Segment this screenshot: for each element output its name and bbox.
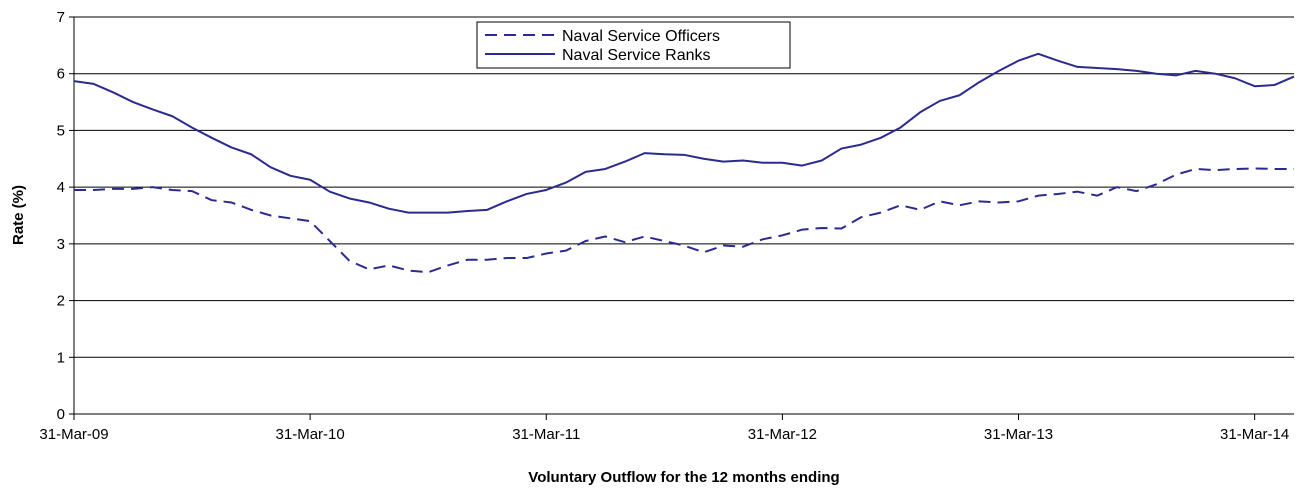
x-tick-label-4: 31-Mar-13: [984, 426, 1053, 443]
x-tick-label-0: 31-Mar-09: [39, 426, 108, 443]
y-tick-label-1: 1: [57, 349, 65, 366]
y-tick-label-0: 0: [57, 406, 65, 423]
y-axis-ticks: 0 1 2 3 4 5 6 7: [57, 9, 74, 423]
y-tick-label-7: 7: [57, 9, 65, 26]
y-axis-title: Rate (%): [10, 185, 27, 245]
x-axis-ticks: 31-Mar-09 31-Mar-10 31-Mar-11 31-Mar-12 31-M…: [39, 414, 1289, 443]
x-tick-label-5: 31-Mar-14: [1220, 426, 1289, 443]
x-tick-label-3: 31-Mar-12: [748, 426, 817, 443]
y-tick-label-2: 2: [57, 293, 65, 310]
grid-lines: [74, 16, 1294, 358]
series-layer: [73, 52, 1295, 274]
series-line-1: [73, 52, 1295, 214]
y-tick-label-5: 5: [57, 122, 65, 139]
legend-box: [476, 21, 791, 69]
legend-label-ranks: Naval Service Ranks: [562, 47, 711, 64]
y-tick-label-6: 6: [57, 66, 65, 83]
legend: Naval Service Officers Naval Service Ran…: [476, 21, 791, 69]
x-tick-label-2: 31-Mar-11: [512, 426, 580, 443]
y-tick-label-4: 4: [57, 179, 65, 196]
plot-area: [74, 17, 1294, 414]
x-axis-title: Voluntary Outflow for the 12 months endi…: [528, 469, 839, 486]
legend-label-officers: Naval Service Officers: [562, 28, 720, 45]
x-tick-label-1: 31-Mar-10: [276, 426, 345, 443]
y-tick-label-3: 3: [57, 236, 65, 253]
